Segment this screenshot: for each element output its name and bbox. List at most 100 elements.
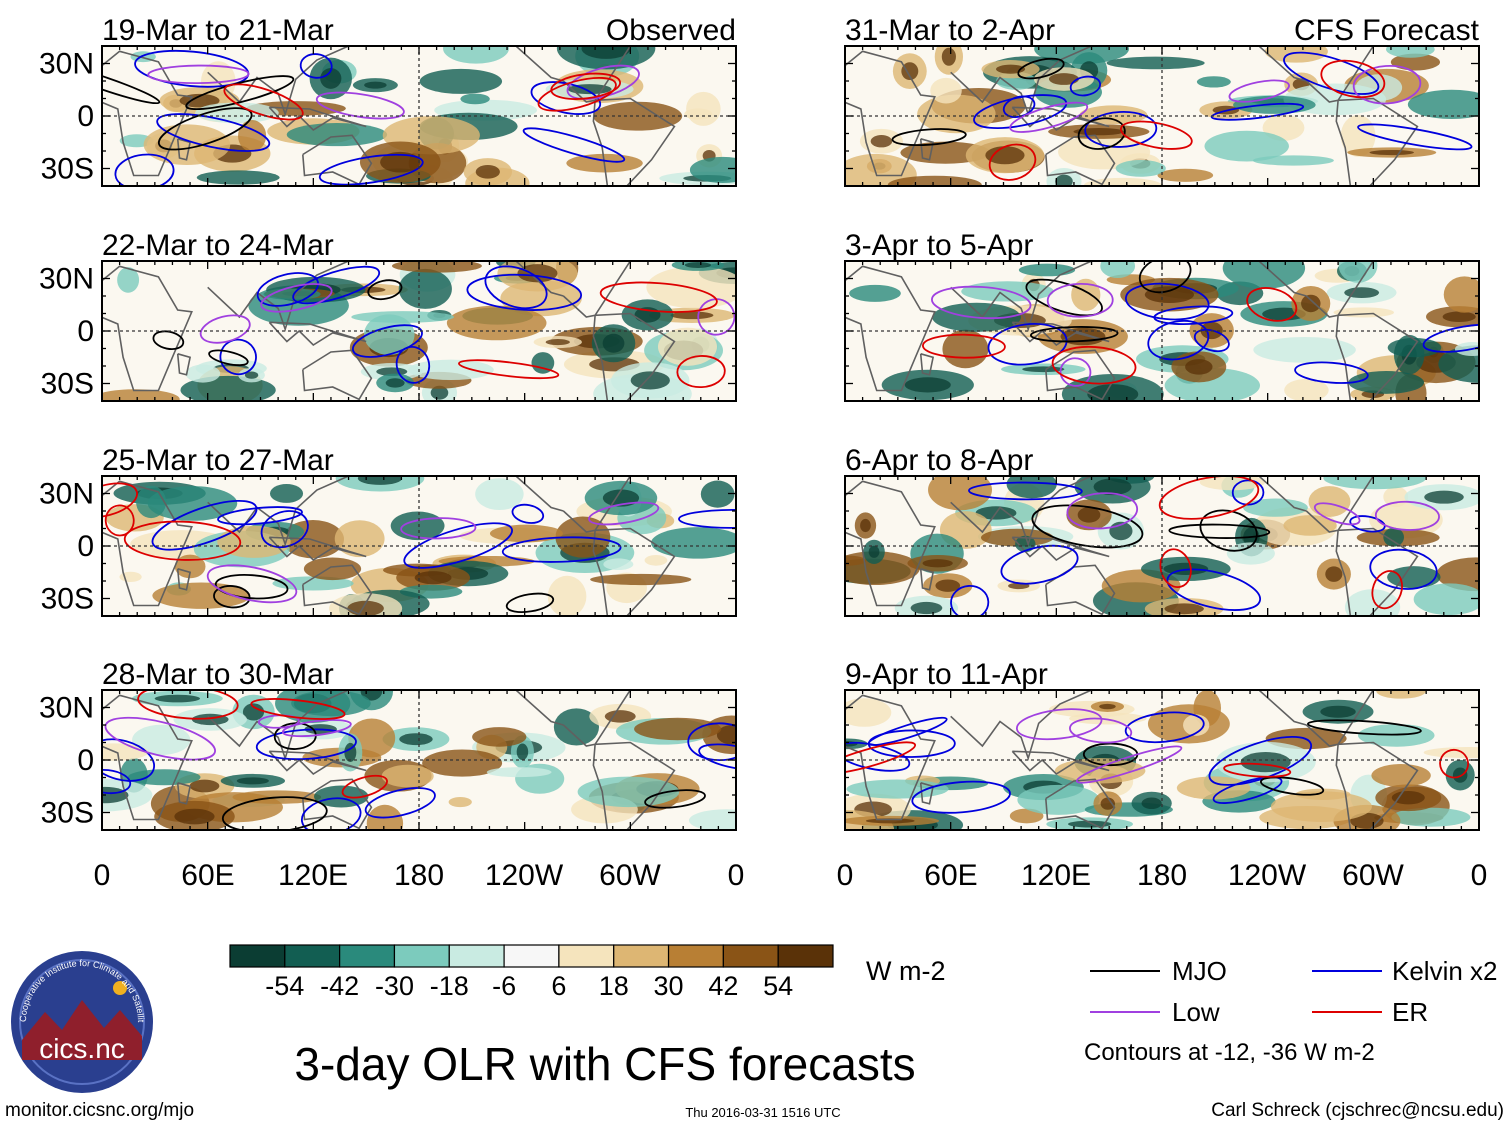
negative-anomaly-patch [1243, 498, 1308, 517]
panel-source-label: CFS Forecast [1294, 14, 1480, 47]
kelvin-contour [1283, 51, 1380, 95]
low-contour [1228, 79, 1290, 103]
positive-anomaly-patch [928, 476, 992, 511]
er-contour [137, 690, 239, 720]
x-tick-label: 0 [728, 859, 745, 892]
kelvin-contour [466, 273, 583, 311]
negative-anomaly-patch [196, 170, 280, 185]
positive-anomaly-patch [1157, 168, 1214, 182]
er-contour [1246, 287, 1298, 322]
strong-anomaly-core [357, 476, 403, 485]
colorbar-swatch [393, 944, 450, 968]
negative-anomaly-patch [132, 724, 191, 756]
negative-anomaly-patch [1344, 589, 1401, 616]
low-contour [147, 64, 250, 85]
continent-outline [1257, 261, 1375, 318]
strong-anomaly-core [985, 146, 1025, 165]
continent-outline [302, 564, 373, 616]
continent-outline [919, 568, 935, 591]
negative-anomaly-patch [1106, 56, 1205, 70]
olr-field [102, 476, 736, 616]
strong-anomaly-core [1144, 286, 1194, 304]
er-contour [1371, 570, 1403, 610]
strong-anomaly-core [1301, 294, 1321, 313]
negative-anomaly-patch [1387, 566, 1441, 589]
x-tick-label: 180 [1137, 859, 1187, 892]
negative-anomaly-patch [1387, 337, 1442, 358]
kelvin-contour [352, 324, 423, 358]
positive-anomaly-patch [1283, 515, 1337, 536]
continent-outline [176, 138, 192, 161]
colorbar-label: -30 [375, 971, 414, 1001]
map-panel: 6-Apr to 8-Apr [844, 444, 1480, 617]
continent-outline [268, 321, 367, 347]
low-contour [1313, 502, 1361, 526]
colorbar-label: -54 [265, 971, 304, 1001]
strong-anomaly-core [516, 743, 529, 761]
negative-anomaly-patch [286, 123, 388, 147]
continent-outline [514, 261, 632, 318]
mjo-contour [1307, 719, 1422, 736]
mjo-contour [1138, 261, 1192, 294]
x-tick-label: 120E [1021, 859, 1091, 892]
continent-outline [176, 353, 192, 376]
strong-anomaly-core [1048, 73, 1079, 85]
continent-outline [1045, 349, 1116, 401]
continent-outline [592, 527, 676, 616]
strong-anomaly-core [868, 545, 880, 558]
continent-outline [1011, 536, 1110, 562]
mjo-contour [644, 789, 706, 809]
panel-period-title: 19-Mar to 21-Mar [102, 14, 334, 47]
positive-anomaly-patch [1308, 486, 1351, 517]
kelvin-contour [845, 741, 911, 772]
mjo-contour [152, 330, 185, 350]
continent-outline [1257, 690, 1375, 747]
continent-outline [207, 46, 349, 117]
continent-outline [176, 782, 192, 805]
negative-anomaly-patch [1383, 527, 1404, 547]
panel-period-title: 25-Mar to 27-Mar [102, 444, 334, 477]
mjo-contour [1199, 509, 1258, 552]
negative-anomaly-patch [1386, 46, 1435, 58]
continent-outline [1335, 741, 1419, 830]
positive-anomaly-patch [422, 749, 503, 777]
negative-anomaly-patch [689, 156, 736, 184]
panel-period-title: 28-Mar to 30-Mar [102, 658, 334, 691]
strong-anomaly-core [1325, 566, 1343, 582]
x-tick-label: 0 [1471, 859, 1488, 892]
low-contour [697, 298, 736, 336]
x-tick-label: 60E [924, 859, 977, 892]
x-axis-right: 0 60E 120E 180 120W 60W 0 [837, 859, 1488, 892]
strong-anomaly-core [347, 600, 384, 616]
negative-anomaly-patch [185, 364, 221, 383]
er-contour [845, 741, 917, 775]
negative-anomaly-patch [849, 284, 901, 302]
coastlines [102, 46, 676, 186]
continent-outline [845, 50, 936, 177]
strong-anomaly-core [604, 710, 636, 723]
strong-anomaly-core [1100, 797, 1115, 810]
legend-label-low: Low [1172, 997, 1220, 1027]
negative-anomaly-patch [1017, 784, 1100, 815]
er-contour [1051, 345, 1137, 385]
kelvin-contour [484, 265, 548, 310]
strong-anomaly-core [189, 779, 220, 793]
strong-anomaly-core [602, 333, 625, 353]
y-tick-label: 30S [41, 797, 94, 830]
y-tick-label: 0 [77, 315, 94, 348]
kelvin-contour [1166, 568, 1262, 611]
mjo-contour [891, 128, 967, 147]
negative-anomaly-patch [1323, 476, 1426, 490]
low-contour [1352, 64, 1422, 105]
positive-anomaly-patch [590, 573, 692, 586]
kelvin-contour [403, 522, 513, 569]
kelvin-contour [1193, 328, 1230, 353]
strong-anomaly-core [1055, 174, 1073, 186]
strong-anomaly-core [1164, 603, 1204, 615]
continent-outline [268, 106, 367, 132]
negative-anomaly-patch [419, 68, 503, 94]
legend-label-mjo: MJO [1172, 956, 1227, 986]
strong-anomaly-core [630, 371, 670, 390]
